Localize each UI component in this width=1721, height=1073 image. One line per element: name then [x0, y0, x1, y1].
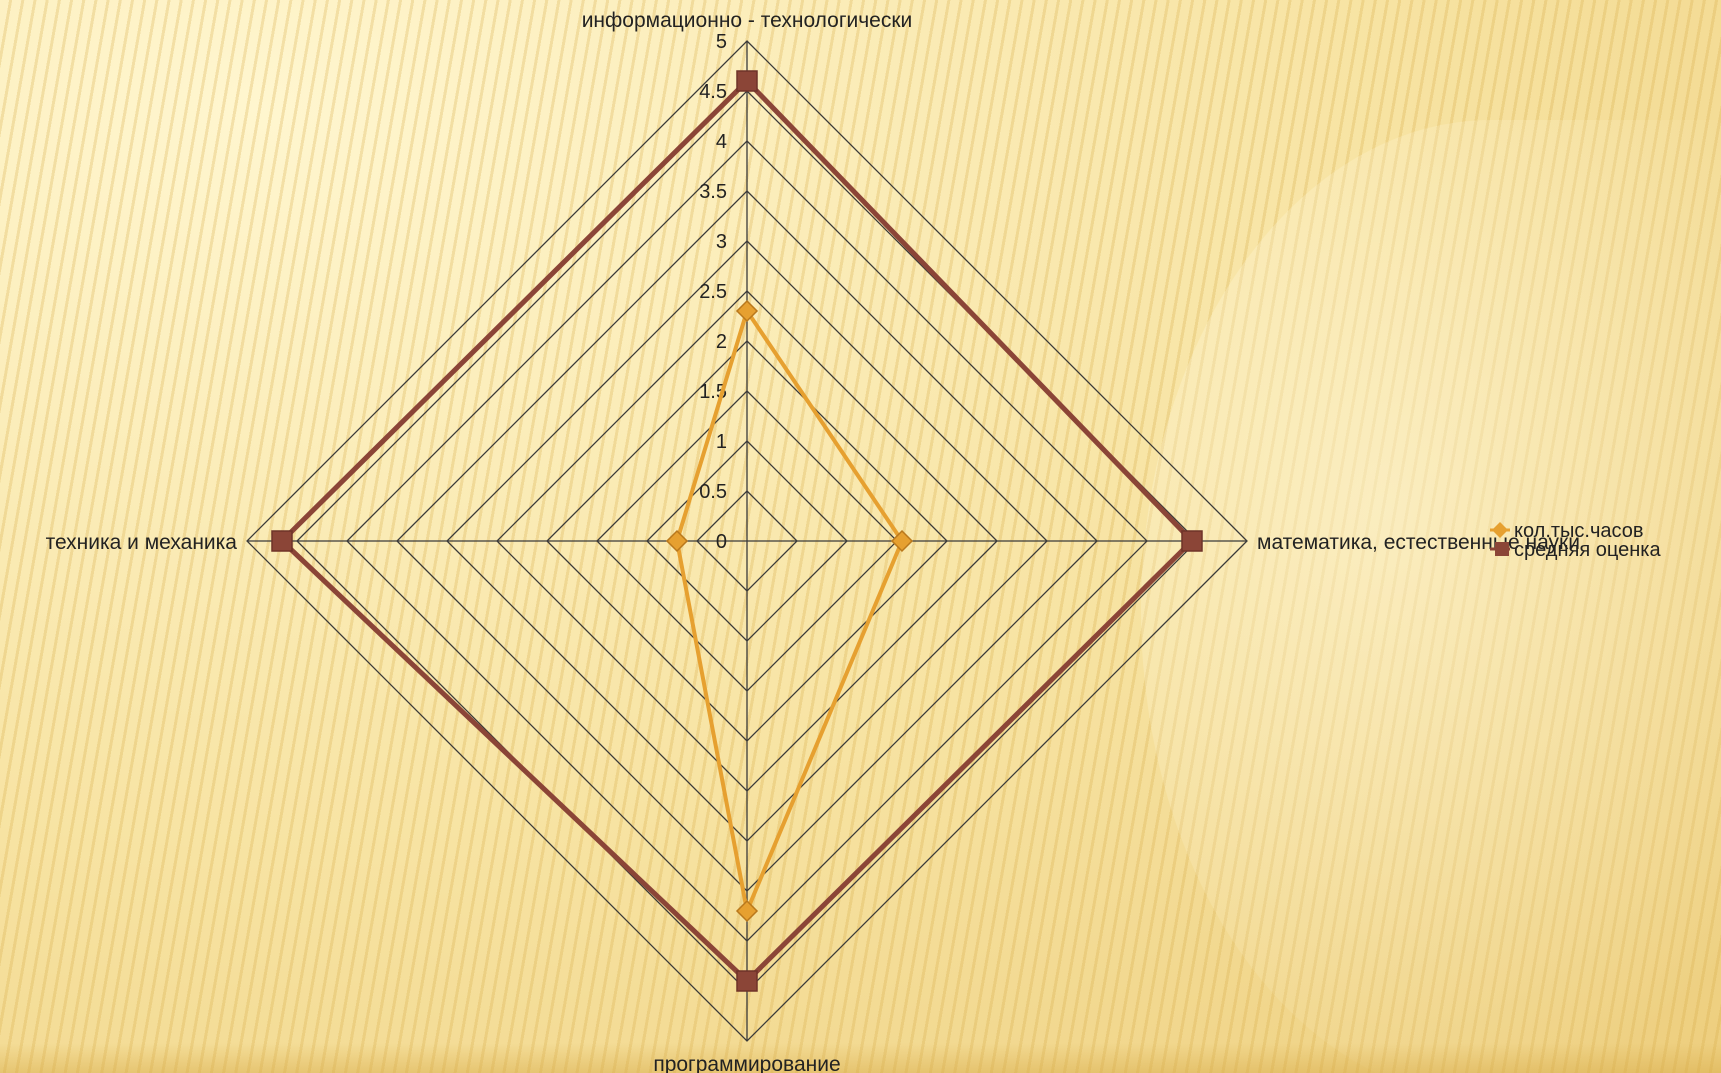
data-point-diamond	[735, 299, 759, 323]
background-glow	[1141, 120, 1721, 1073]
background-band	[0, 1043, 1721, 1073]
radial-tick-label: 1	[716, 431, 727, 453]
series-group	[271, 70, 1203, 992]
radial-tick-label: 0.5	[699, 481, 727, 503]
radial-tick-label: 3.5	[699, 181, 727, 203]
data-point-square	[271, 530, 293, 552]
radial-tick-labels: 00.511.522.533.544.55	[699, 31, 727, 553]
axis-label: программирование	[653, 1053, 840, 1073]
data-point-diamond	[665, 529, 689, 553]
legend-label: средняя оценка	[1514, 539, 1661, 561]
data-point-square	[1181, 530, 1203, 552]
axis-label: техника и механика	[46, 531, 238, 554]
radial-tick-label: 0	[716, 531, 727, 553]
radial-tick-label: 3	[716, 231, 727, 253]
data-point-square	[736, 70, 758, 92]
radial-tick-label: 5	[716, 31, 727, 53]
radial-tick-label: 4	[716, 131, 727, 153]
radial-tick-label: 2.5	[699, 281, 727, 303]
series-line	[279, 78, 1195, 984]
legend-label: кол.тыс.часов	[1514, 520, 1644, 542]
axis-label: информационно - технологически	[582, 9, 913, 32]
radial-tick-label: 2	[716, 331, 727, 353]
data-point-square	[736, 970, 758, 992]
legend-marker-square	[1495, 542, 1509, 556]
data-point-diamond	[890, 529, 914, 553]
radial-tick-label: 4.5	[699, 81, 727, 103]
data-point-diamond	[735, 899, 759, 923]
legend-marker-diamond	[1492, 522, 1508, 538]
radar-axes	[247, 41, 1247, 1041]
